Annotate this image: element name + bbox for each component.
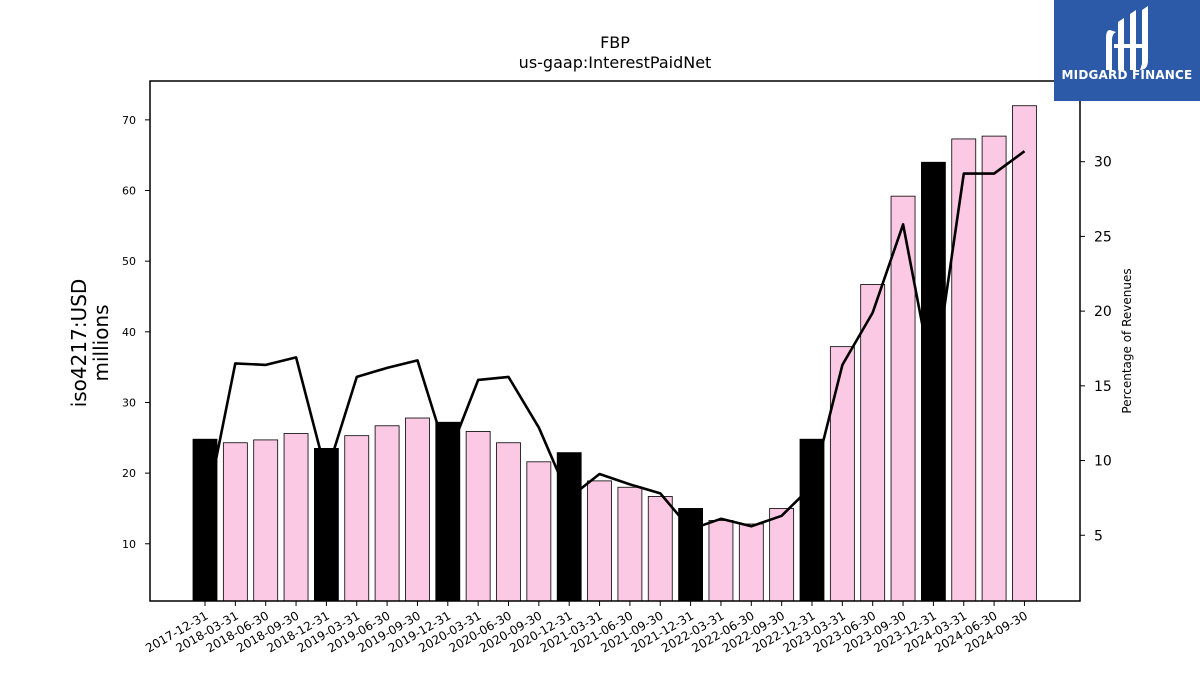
y-tick-label: 50: [122, 255, 136, 268]
bar: [829, 346, 855, 602]
bar: [496, 442, 521, 602]
bar: [708, 520, 734, 602]
y2-tick-label: 25: [1094, 229, 1112, 245]
midgard-logo-icon: [1106, 6, 1148, 70]
y2-tick-label: 5: [1094, 528, 1103, 544]
chart-subtitle: us-gaap:InterestPaidNet: [519, 53, 712, 72]
bar: [951, 138, 977, 602]
bar: [465, 431, 491, 602]
y2-tick-label: 10: [1094, 454, 1112, 470]
bar: [617, 486, 643, 602]
y-axis-label: iso4217:USD: [67, 279, 91, 408]
chart-title: FBP: [600, 33, 630, 52]
bar: [344, 435, 370, 602]
bar: [890, 195, 916, 602]
bar-group: [192, 105, 1037, 602]
y2-axis-label: Percentage of Revenues: [1120, 268, 1134, 413]
bar: [283, 433, 309, 602]
plot-frame: [149, 80, 1081, 602]
bar: [678, 508, 703, 602]
line-group: [203, 150, 1026, 531]
y-axis-label-units: millions: [89, 304, 113, 381]
bar: [799, 438, 825, 602]
bar: [860, 284, 886, 602]
left-axis: 10 20 30 40 50 60 70: [122, 114, 150, 551]
bar: [981, 135, 1007, 602]
y-tick-label: 30: [122, 396, 136, 409]
right-axis: 5 10 15 20 25 30: [1080, 155, 1112, 544]
y2-tick-label: 15: [1094, 379, 1112, 395]
y-tick-label: 70: [122, 114, 136, 127]
bar: [738, 523, 764, 602]
bar: [587, 480, 612, 602]
percentage-line: [203, 150, 1026, 531]
bar: [526, 461, 552, 602]
x-axis: 2017-12-312018-03-312018-06-302018-09-30…: [143, 601, 1030, 655]
bar: [647, 496, 673, 602]
midgard-logo: MIDGARD FINANCE: [1054, 0, 1200, 101]
bar: [435, 421, 461, 602]
bar: [405, 417, 430, 602]
y-tick-label: 60: [122, 185, 136, 198]
y-tick-label: 40: [122, 326, 136, 339]
bar: [374, 425, 400, 602]
y2-tick-label: 30: [1094, 155, 1112, 171]
midgard-logo-text: MIDGARD FINANCE: [1061, 68, 1193, 82]
y-tick-label: 10: [122, 538, 136, 551]
bar: [222, 442, 248, 602]
y2-tick-label: 20: [1094, 304, 1112, 320]
y-tick-label: 20: [122, 467, 136, 480]
bar: [769, 508, 795, 602]
bar: [192, 438, 218, 602]
bar: [1012, 105, 1037, 602]
bar: [253, 439, 279, 602]
bar: [556, 452, 582, 602]
